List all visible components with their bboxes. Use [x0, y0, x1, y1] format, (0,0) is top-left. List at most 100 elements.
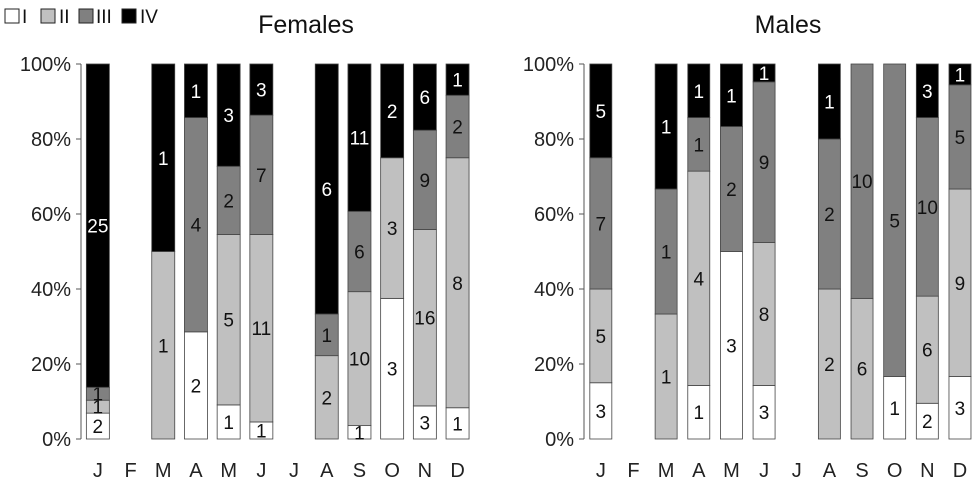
females-bar-o-iv: [380, 63, 405, 159]
females-data-label: 3: [223, 106, 234, 127]
females-data-label: 1: [452, 414, 463, 435]
males-y-tick-label: 80%: [534, 129, 574, 151]
females-y-tick-label: 60%: [31, 204, 71, 226]
males-title: Males: [755, 11, 822, 39]
females-y-tick-label: 100%: [20, 54, 71, 76]
males-data-label: 1: [824, 93, 835, 114]
males-data-label: 8: [759, 305, 770, 326]
males-bar-j-iv: [589, 63, 613, 159]
females-data-label: 11: [251, 319, 271, 340]
males-data-label: 2: [726, 180, 737, 201]
females-data-label: 2: [387, 102, 398, 123]
males-y-tick-label: 20%: [534, 354, 574, 376]
males-bar-d-iv: [948, 63, 972, 86]
females-y-tick-label: 80%: [31, 129, 71, 151]
males-x-tick-label: A: [692, 460, 706, 482]
females-data-label: 11: [350, 129, 370, 150]
females-data-label: 1: [354, 423, 365, 444]
males-data-label: 5: [889, 211, 900, 232]
females-x-tick-label: J: [289, 460, 299, 482]
females-x-tick-label: S: [353, 460, 366, 482]
males-bar-m-iv: [654, 63, 678, 190]
females-x-tick-label: F: [124, 460, 136, 482]
females-data-label: 8: [452, 274, 463, 295]
females-bar-s-iv: [347, 63, 372, 212]
females-data-label: 1: [93, 385, 104, 406]
females-data-label: 1: [223, 413, 234, 434]
males-data-label: 3: [596, 402, 607, 423]
males-data-label: 1: [693, 403, 704, 424]
females-data-label: 6: [354, 243, 365, 264]
males-data-label: 3: [759, 403, 770, 424]
females-data-label: 2: [223, 191, 234, 212]
females-data-label: 6: [420, 88, 431, 109]
males-data-label: 4: [693, 269, 704, 290]
females-data-label: 1: [158, 336, 169, 357]
males-data-label: 1: [726, 86, 737, 107]
females-bar-m-iv: [216, 63, 241, 167]
males-data-label: 3: [922, 82, 933, 103]
males-x-tick-label: A: [823, 460, 837, 482]
males-bar-n-iv: [915, 63, 939, 118]
males-x-tick-label: D: [953, 460, 967, 482]
males-data-label: 9: [759, 153, 770, 174]
males-y-tick-label: 60%: [534, 204, 574, 226]
females-data-label: 3: [420, 413, 431, 434]
females-x-tick-label: A: [189, 460, 203, 482]
legend-label-ii: II: [59, 7, 70, 28]
males-x-tick-label: M: [658, 460, 675, 482]
males-x-tick-label: N: [920, 460, 934, 482]
females-data-label: 1: [158, 149, 169, 170]
males-data-label: 1: [661, 118, 672, 139]
legend-label-iii: III: [96, 7, 112, 28]
females-x-tick-label: J: [93, 460, 103, 482]
females-data-label: 6: [321, 180, 332, 201]
legend-swatch-iii: [78, 8, 94, 24]
females-data-label: 7: [256, 166, 267, 187]
males-x-tick-label: J: [792, 460, 802, 482]
females-data-label: 2: [191, 376, 202, 397]
females-y-tick-label: 20%: [31, 354, 71, 376]
males-data-label: 2: [824, 205, 835, 226]
males-data-label: 1: [759, 64, 770, 85]
females-data-label: 2: [321, 388, 332, 409]
males-x-tick-label: J: [759, 460, 769, 482]
males-bar-a-iv: [817, 63, 841, 140]
males-y-tick-label: 100%: [523, 54, 574, 76]
females-bar-a-iv: [314, 63, 339, 315]
females-bar-j-iv: [249, 63, 274, 116]
females-data-label: 10: [349, 350, 370, 371]
females-data-label: 1: [256, 421, 267, 442]
females-data-label: 3: [256, 81, 267, 102]
males-data-label: 10: [851, 172, 872, 193]
females-data-label: 5: [223, 311, 234, 332]
males-data-label: 2: [824, 355, 835, 376]
males-y-tick-label: 0%: [545, 429, 574, 451]
males-data-label: 1: [955, 65, 966, 86]
legend: I II III IV: [4, 7, 158, 28]
males-data-label: 1: [693, 135, 704, 156]
females-title: Females: [258, 11, 354, 39]
females-data-label: 1: [452, 71, 463, 92]
males-bar-m-iv: [720, 63, 743, 127]
females-data-label: 3: [387, 360, 398, 381]
females-x-tick-label: A: [320, 460, 334, 482]
females-bar-d-iv: [445, 63, 470, 96]
females-bar-j-iv: [85, 63, 110, 388]
females-x-tick-label: D: [450, 460, 464, 482]
males-data-label: 1: [693, 82, 704, 103]
males-data-label: 3: [726, 336, 737, 357]
females-x-tick-label: M: [155, 460, 172, 482]
males-bar-a-iv: [687, 63, 711, 118]
legend-swatch-i: [4, 8, 20, 24]
males-data-label: 7: [596, 214, 607, 235]
females-data-label: 1: [321, 326, 332, 347]
males-data-label: 5: [596, 327, 607, 348]
males-data-label: 1: [661, 243, 672, 264]
females-x-tick-label: M: [220, 460, 237, 482]
males-x-tick-label: O: [887, 460, 903, 482]
males-x-tick-label: S: [855, 460, 868, 482]
